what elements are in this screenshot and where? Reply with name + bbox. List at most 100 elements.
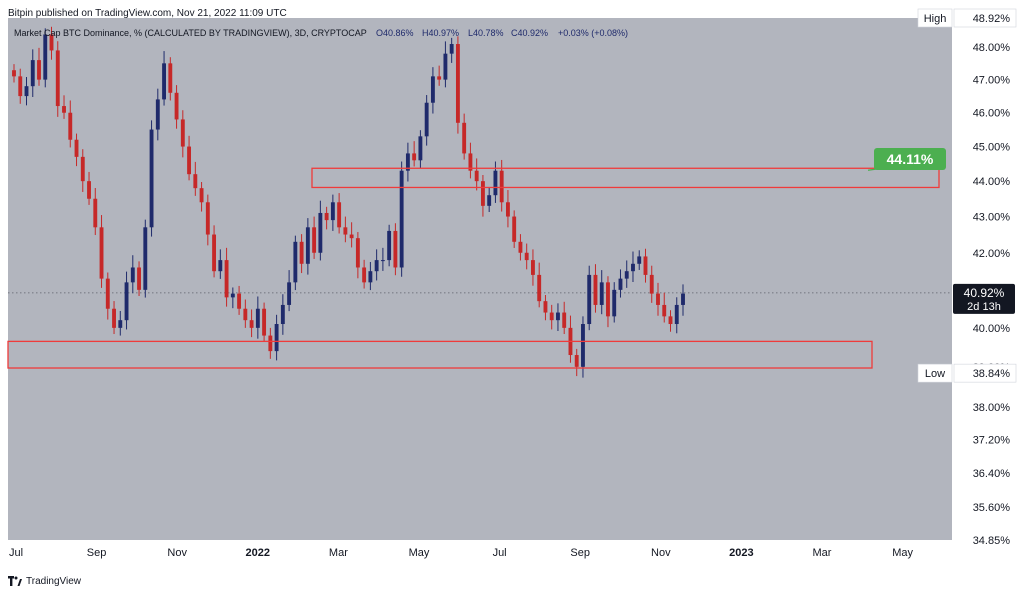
candle-up (631, 263, 635, 272)
candle-up (443, 53, 448, 80)
y-tick-label: 43.00% (973, 212, 1011, 224)
candle-up (24, 86, 29, 97)
candle-up (143, 227, 148, 290)
candle-up (399, 170, 404, 268)
candle-down (112, 308, 116, 328)
candle-up (330, 202, 335, 221)
candle-down (668, 316, 673, 325)
candle-down (93, 198, 98, 228)
legend: Market Cap BTC Dominance, % (CALCULATED … (14, 28, 628, 38)
candle-up (293, 241, 298, 283)
candle-down (593, 274, 598, 305)
candle-down (649, 274, 654, 294)
candle-down (480, 181, 485, 206)
low-tag-label: Low (925, 368, 945, 380)
publisher-line: Bitpin published on TradingView.com, Nov… (8, 8, 287, 19)
y-tick-label: 36.40% (973, 468, 1011, 480)
candle-down (205, 202, 210, 235)
candle-down (531, 260, 535, 275)
candle-up (581, 324, 585, 367)
candle-up (493, 170, 498, 196)
high-value: 48.92% (973, 13, 1011, 25)
candle-up (624, 271, 629, 279)
candle-up (118, 320, 123, 328)
y-tick-label: 45.00% (973, 142, 1011, 154)
candle-up (487, 195, 492, 206)
y-tick-label: 44.00% (973, 176, 1011, 188)
legend-change: +0.03% (+0.08%) (558, 28, 628, 38)
x-tick-label: Sep (87, 547, 107, 559)
candle-down (18, 76, 23, 97)
resistance-zone[interactable] (311, 167, 940, 189)
candle-down (37, 60, 41, 80)
candle-down (324, 212, 329, 221)
candle-down (49, 34, 54, 51)
x-tick-label: 2022 (246, 547, 270, 559)
candle-up (43, 34, 48, 80)
candle-up (374, 260, 379, 272)
y-tick-label: 42.00% (973, 248, 1011, 260)
x-tick-label: May (892, 547, 913, 559)
current-price-value: 40.92% (964, 286, 1005, 300)
candle-down (74, 139, 79, 157)
support-zone[interactable] (7, 340, 873, 369)
candle-down (212, 234, 217, 272)
candle-down (55, 50, 60, 107)
candle-down (549, 312, 554, 321)
candle-up (124, 282, 129, 321)
candle-up (380, 260, 385, 262)
legend-open: O40.86% (376, 28, 414, 38)
candle-down (193, 174, 198, 189)
candle-down (262, 308, 267, 336)
x-tick-label: May (409, 547, 430, 559)
target-badge-text: 44.11% (887, 151, 934, 167)
candle-up (424, 102, 429, 137)
candle-up (418, 136, 423, 161)
candle-down (87, 181, 91, 199)
x-tick-label: Sep (570, 547, 590, 559)
target-badge[interactable] (874, 148, 946, 170)
high-tag-label: High (924, 13, 947, 25)
candle-down (187, 146, 192, 175)
candle-up (556, 312, 560, 321)
current-price-tag (953, 283, 1015, 314)
x-tick-label: Jul (493, 547, 507, 559)
candle-up (318, 212, 323, 253)
candle-up (30, 60, 35, 87)
candle-up (387, 230, 392, 261)
candle-down (662, 304, 667, 317)
candle-up (230, 293, 235, 298)
y-tick-label: 46.00% (973, 108, 1011, 120)
candle-down (137, 267, 141, 290)
candle-down (412, 153, 417, 161)
candle-down (249, 320, 254, 328)
candle-up (449, 44, 454, 54)
candle-down (543, 301, 548, 313)
tradingview-logo-icon (8, 576, 22, 586)
candle-up (612, 289, 617, 317)
candle-down (499, 170, 504, 203)
legend-low: L40.78% (468, 28, 504, 38)
candle-down (643, 256, 648, 275)
footer: TradingView (8, 574, 81, 588)
candle-down (299, 241, 304, 264)
candle-down (455, 44, 460, 123)
candle-up (405, 153, 410, 171)
candle-up (599, 282, 604, 305)
high-tag (917, 8, 953, 28)
low-value-tag (953, 363, 1017, 383)
candle-up (155, 99, 160, 130)
y-tick-label: 40.00% (973, 323, 1011, 335)
legend-high: H40.97% (422, 28, 459, 38)
candle-down (562, 312, 567, 328)
candle-down (268, 335, 273, 352)
candle-up (255, 308, 260, 328)
x-tick-label: Mar (329, 547, 348, 559)
legend-symbol: Market Cap BTC Dominance, % (CALCULATED … (14, 28, 367, 38)
time-axis-background (8, 540, 1020, 568)
candle-down (349, 234, 354, 239)
candle-down (462, 122, 467, 154)
y-tick-label: 35.60% (973, 502, 1011, 514)
candle-down (80, 156, 85, 182)
